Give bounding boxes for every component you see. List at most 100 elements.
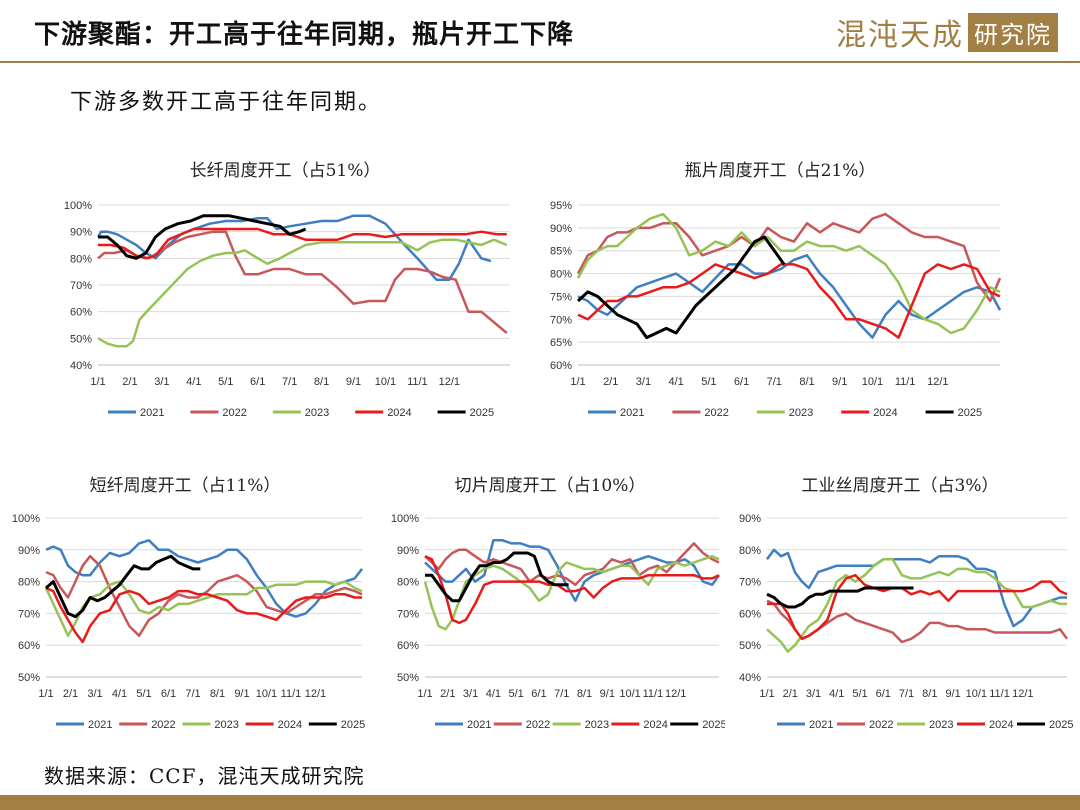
- y-tick-label: 60%: [739, 608, 761, 620]
- legend-label: 2022: [151, 719, 175, 731]
- legend-label: 2024: [278, 719, 302, 731]
- y-tick-label: 90%: [18, 545, 40, 557]
- legend-label: 2022: [704, 407, 728, 419]
- y-tick-label: 90%: [550, 223, 572, 235]
- y-tick-label: 70%: [18, 608, 40, 620]
- series-line-2021: [765, 548, 1067, 628]
- chart-title: 短纤周度开工（占11%）: [90, 476, 281, 496]
- x-tick-label: 10/1: [256, 688, 277, 700]
- legend-label: 2023: [585, 719, 609, 731]
- y-tick-label: 80%: [70, 253, 92, 265]
- x-tick-label: 8/1: [314, 376, 329, 388]
- legend-label: 2025: [470, 407, 494, 419]
- y-tick-label: 100%: [64, 200, 92, 212]
- data-source: 数据来源：CCF，混沌天成研究院: [44, 764, 365, 788]
- header-divider: [0, 61, 1080, 63]
- x-tick-label: 8/1: [210, 688, 225, 700]
- x-tick-label: 9/1: [945, 688, 960, 700]
- y-tick-label: 80%: [18, 577, 40, 589]
- legend-label: 2024: [387, 407, 411, 419]
- legend-label: 2025: [1049, 719, 1073, 731]
- chart-chip: 切片周度开工（占10%） 50% 60% 70% 80% 90% 100% 1/1 2/1 3/1…: [391, 476, 725, 731]
- x-tick-label: 7/1: [899, 688, 914, 700]
- x-tick-label: 11/1: [895, 376, 916, 388]
- y-tick-label: 75%: [550, 291, 572, 303]
- y-tick-label: 80%: [397, 577, 419, 589]
- series-line-2023: [44, 580, 363, 637]
- series-line-2021: [577, 254, 1002, 339]
- x-tick-label: 6/1: [161, 688, 176, 700]
- y-tick-label: 40%: [739, 672, 761, 684]
- x-tick-label: 6/1: [734, 376, 749, 388]
- x-tick-label: 5/1: [509, 688, 524, 700]
- legend-label: 2022: [869, 719, 893, 731]
- legend-label: 2023: [789, 407, 813, 419]
- x-tick-label: 9/1: [346, 376, 361, 388]
- series-line-2023: [97, 238, 508, 348]
- legend-label: 2023: [929, 719, 953, 731]
- y-tick-label: 60%: [70, 307, 92, 319]
- y-tick-label: 50%: [18, 672, 40, 684]
- y-tick-label: 70%: [739, 577, 761, 589]
- series-line-2022: [576, 212, 1002, 303]
- subtitle: 下游多数开工高于往年同期。: [70, 90, 383, 115]
- legend-label: 2023: [305, 407, 329, 419]
- x-tick-label: 7/1: [185, 688, 200, 700]
- x-tick-label: 2/1: [63, 688, 78, 700]
- y-tick-label: 60%: [397, 640, 419, 652]
- legend-label: 2024: [989, 719, 1013, 731]
- x-tick-label: 8/1: [577, 688, 592, 700]
- series-line-2025: [45, 554, 201, 619]
- series-line-2022: [424, 542, 720, 587]
- x-tick-label: 2/1: [122, 376, 137, 388]
- x-tick-label: 7/1: [554, 688, 569, 700]
- chart-title: 工业丝周度开工（占3%）: [802, 476, 999, 496]
- x-tick-label: 4/1: [829, 688, 844, 700]
- x-tick-label: 9/1: [832, 376, 847, 388]
- series-line-2025: [766, 586, 914, 609]
- x-tick-label: 6/1: [876, 688, 891, 700]
- x-tick-label: 1/1: [417, 688, 432, 700]
- y-tick-label: 90%: [70, 227, 92, 239]
- x-tick-label: 5/1: [852, 688, 867, 700]
- series-line-2024: [577, 263, 1001, 339]
- x-tick-label: 10/1: [619, 688, 640, 700]
- legend-label: 2021: [809, 719, 833, 731]
- y-tick-label: 50%: [70, 333, 92, 345]
- chart-title: 瓶片周度开工（占21%）: [685, 161, 876, 181]
- series-line-2021: [45, 539, 363, 618]
- x-tick-label: 11/1: [281, 688, 302, 700]
- y-tick-label: 50%: [739, 640, 761, 652]
- x-tick-label: 2/1: [783, 688, 798, 700]
- x-tick-label: 8/1: [922, 688, 937, 700]
- y-tick-label: 60%: [18, 640, 40, 652]
- series-line-2023: [576, 212, 1001, 335]
- series-line-2024: [45, 586, 362, 644]
- legend-label: 2021: [467, 719, 491, 731]
- y-tick-label: 70%: [397, 608, 419, 620]
- x-tick-label: 4/1: [668, 376, 683, 388]
- x-tick-label: 7/1: [767, 376, 782, 388]
- x-tick-label: 4/1: [186, 376, 201, 388]
- chart-title: 切片周度开工（占10%）: [455, 476, 646, 496]
- y-tick-label: 60%: [550, 360, 572, 372]
- y-tick-label: 85%: [550, 246, 572, 258]
- y-tick-label: 40%: [70, 360, 92, 372]
- x-tick-label: 9/1: [234, 688, 249, 700]
- y-tick-label: 95%: [550, 200, 572, 212]
- legend-label: 2023: [214, 719, 238, 731]
- series-line-2025: [576, 235, 786, 340]
- y-tick-label: 90%: [739, 513, 761, 525]
- x-tick-label: 8/1: [799, 376, 814, 388]
- x-tick-label: 2/1: [603, 376, 618, 388]
- x-tick-label: 11/1: [407, 376, 428, 388]
- legend-label: 2022: [526, 719, 550, 731]
- footer-bar: [0, 795, 1080, 810]
- legend-label: 2025: [341, 719, 365, 731]
- x-tick-label: 5/1: [701, 376, 716, 388]
- chart-staple-fiber: 短纤周度开工（占11%） 50% 60% 70% 80% 90% 100% 1/1 2/1 3/1…: [12, 476, 365, 731]
- x-tick-label: 10/1: [862, 376, 883, 388]
- y-tick-label: 70%: [550, 314, 572, 326]
- x-tick-label: 1/1: [759, 688, 774, 700]
- x-tick-label: 7/1: [282, 376, 297, 388]
